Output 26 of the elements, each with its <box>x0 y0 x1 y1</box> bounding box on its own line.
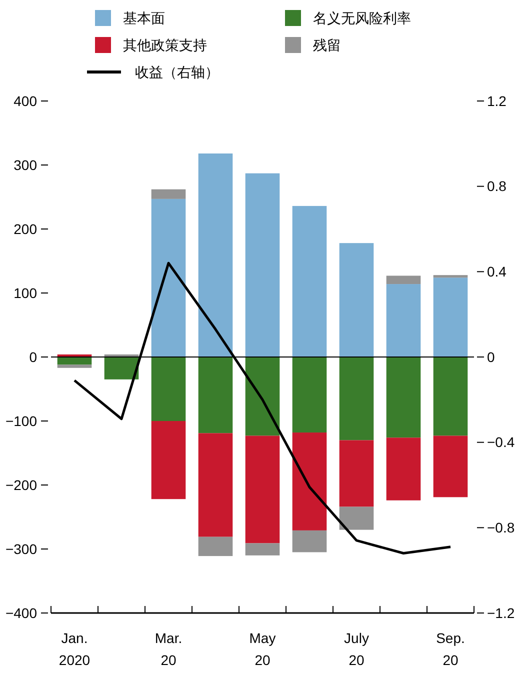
legend-label: 残留 <box>313 36 341 53</box>
x-tick-label: Jan. 2020 <box>58 630 90 668</box>
y-tick-label: 100 <box>14 284 38 301</box>
x-tick-label: Mar. 20 <box>154 630 182 668</box>
y-tick-label: 0 <box>29 348 38 365</box>
y-tick-label: −100 <box>5 412 38 429</box>
legend-label: 其他政策支持 <box>123 36 207 53</box>
y-tick-label: 200 <box>14 220 38 237</box>
y-tick-label: −400 <box>5 604 38 621</box>
y2-tick-label: 1.2 <box>487 92 507 109</box>
x-tick-label: May 20 <box>249 630 276 668</box>
x-tick-label: Sep. 20 <box>436 630 465 668</box>
x-tick-label: July 20 <box>344 630 369 668</box>
y-tick-label: 300 <box>14 156 38 173</box>
y-tick-label: −200 <box>5 476 38 493</box>
legend-label: 名义无风险利率 <box>313 10 411 26</box>
y2-tick-label: 0 <box>487 348 495 365</box>
y2-tick-label: −1.2 <box>487 604 515 621</box>
y2-tick-label: −0.8 <box>487 520 515 536</box>
y-tick-label: −300 <box>5 540 38 557</box>
y2-tick-label: −0.4 <box>487 434 515 450</box>
y-tick-label: 400 <box>14 92 38 109</box>
y2-tick-label: 0.8 <box>487 178 507 194</box>
legend-label: 收益（右轴） <box>135 64 219 80</box>
y2-tick-label: 0.4 <box>487 264 507 280</box>
legend-label: 基本面 <box>123 10 165 26</box>
